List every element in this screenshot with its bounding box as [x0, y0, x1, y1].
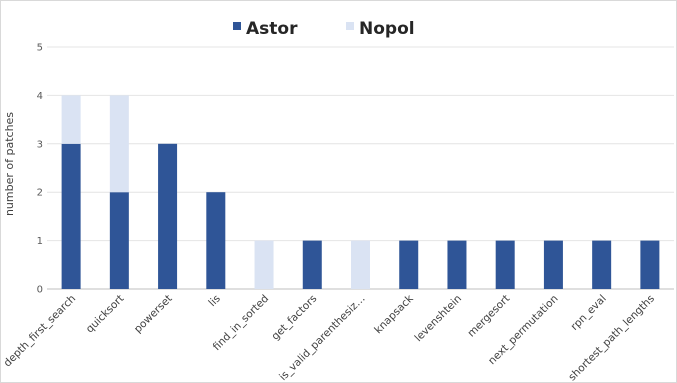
y-tick-label: 4 [37, 91, 43, 102]
bar-nopol-find-in-sorted [254, 240, 274, 289]
bar-astor-next-permutation [543, 240, 563, 289]
bar-astor-knapsack [399, 240, 419, 289]
x-tick-label: mergesort [465, 293, 512, 340]
x-tick-label: shortest_path_lengths [566, 293, 657, 383]
bar-nopol-quicksort [109, 95, 129, 193]
y-tick-label: 5 [37, 43, 43, 54]
y-tick-label: 1 [37, 236, 43, 247]
bar-astor-quicksort [109, 192, 129, 289]
x-tick-label: rpn_eval [569, 293, 609, 333]
x-tick-label: lis [206, 293, 222, 309]
x-tick-label: quicksort [84, 293, 127, 336]
gridlines [47, 46, 674, 290]
bar-astor-depth-first-search [61, 143, 81, 289]
x-axis-ticks: depth_first_search quicksort powerset lisfi… [2, 292, 657, 383]
legend-label-astor: Astor [246, 19, 298, 39]
x-tick-label: depth_first_search [2, 293, 79, 370]
bar-astor-shortest-path-lengths [640, 240, 660, 289]
bar-astor-powerset [158, 143, 178, 289]
y-tick-label: 2 [37, 188, 43, 199]
x-tick-label: is_valid_parenthesiz… [277, 293, 367, 383]
legend: Astor Nopol [233, 19, 415, 39]
x-tick-label: knapsack [372, 292, 416, 336]
bar-astor-get-factors [302, 240, 322, 289]
legend-label-nopol: Nopol [359, 19, 415, 39]
legend-swatch-nopol [346, 22, 354, 30]
x-tick-label: levenshtein [412, 293, 464, 345]
bar-astor-rpn-eval [592, 240, 612, 289]
x-tick-label: get_factors [269, 293, 319, 343]
legend-swatch-astor [233, 22, 241, 30]
bar-nopol-depth-first-search [61, 95, 81, 144]
y-tick-label: 3 [37, 139, 43, 150]
y-tick-label: 0 [37, 285, 43, 296]
y-axis-ticks: 0 1 2 3 4 5 [37, 43, 43, 296]
bar-nopol-is-valid-parenthesiz [351, 240, 370, 289]
bars [61, 95, 660, 289]
bar-astor-lis [206, 192, 226, 289]
bar-astor-mergesort [495, 240, 515, 289]
x-tick-label: powerset [132, 293, 175, 336]
y-axis-label: number of patches [3, 112, 16, 216]
bar-astor-levenshtein [447, 240, 467, 289]
